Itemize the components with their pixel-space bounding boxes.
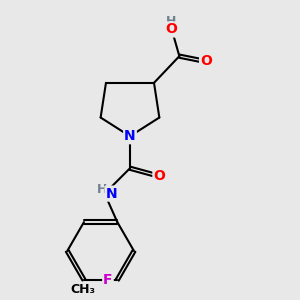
Text: H: H: [97, 183, 107, 196]
Text: O: O: [153, 169, 165, 183]
Text: N: N: [106, 187, 117, 201]
Text: O: O: [200, 55, 212, 68]
Text: F: F: [103, 273, 113, 287]
Text: CH₃: CH₃: [70, 283, 95, 296]
Text: O: O: [165, 22, 177, 37]
Text: H: H: [166, 15, 176, 28]
Text: N: N: [124, 129, 136, 143]
